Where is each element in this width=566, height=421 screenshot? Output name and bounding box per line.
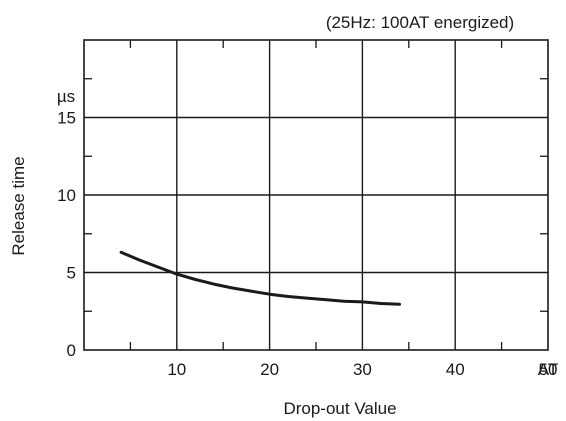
release-time-curve <box>119 250 401 306</box>
grid <box>84 40 548 350</box>
y-tick-labels: 0 5 10 15 <box>57 109 76 361</box>
y-tick-label: 10 <box>57 186 76 205</box>
x-tick-label: 10 <box>167 360 186 379</box>
x-tick-label: 30 <box>353 360 372 379</box>
x-tick-label: 20 <box>260 360 279 379</box>
tick-marks <box>84 40 548 350</box>
y-tick-label: 5 <box>67 264 76 283</box>
x-tick-label: 40 <box>446 360 465 379</box>
y-tick-label: 15 <box>57 109 76 128</box>
chart-title: (25Hz: 100AT energized) <box>326 13 514 32</box>
y-tick-label: 0 <box>67 341 76 360</box>
series <box>119 250 401 306</box>
x-axis-label: Drop-out Value <box>283 399 396 418</box>
x-tick-labels: 10 20 30 40 50 <box>167 360 557 379</box>
plot-frame <box>83 39 549 351</box>
x-tick-label: 50 <box>539 360 558 379</box>
y-axis-label: Release time <box>9 156 28 255</box>
y-unit-label: µs <box>57 87 75 106</box>
x-unit-label: AT <box>538 360 558 379</box>
